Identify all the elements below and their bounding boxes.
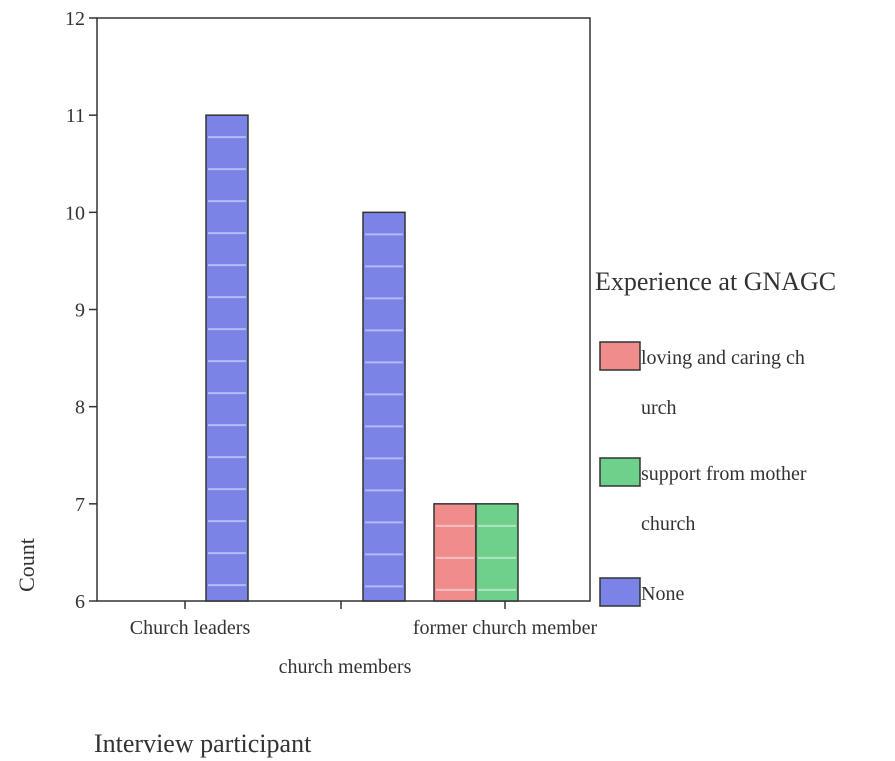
y-tick-label: 7 xyxy=(75,494,85,516)
legend-entry-label: church xyxy=(641,513,695,535)
legend-swatch xyxy=(599,341,641,371)
bar xyxy=(362,211,406,602)
x-category-label: former church member xyxy=(413,617,598,639)
y-tick-label: 9 xyxy=(75,300,85,322)
y-tick-label: 8 xyxy=(75,397,85,419)
legend-swatch xyxy=(599,577,641,607)
legend-entry-label: None xyxy=(641,583,684,605)
bar xyxy=(205,114,249,602)
legend-title: Experience at GNAGC xyxy=(595,267,836,296)
legend-swatch xyxy=(599,457,641,487)
y-tick-label: 12 xyxy=(65,8,85,30)
y-tick-label: 10 xyxy=(65,202,85,224)
y-tick-label: 11 xyxy=(66,105,85,127)
legend-entry-label: loving and caring ch xyxy=(641,347,805,369)
bar xyxy=(475,503,519,602)
legend-entry-label: urch xyxy=(641,397,677,419)
y-tick-label: 6 xyxy=(75,591,85,613)
x-category-label: church members xyxy=(279,656,412,678)
legend-entry-label: support from mother xyxy=(641,463,807,485)
x-category-label: Church leaders xyxy=(130,617,251,639)
y-axis-label: Count xyxy=(14,538,39,592)
x-axis-title: Interview participant xyxy=(94,729,312,758)
bar xyxy=(433,503,477,602)
